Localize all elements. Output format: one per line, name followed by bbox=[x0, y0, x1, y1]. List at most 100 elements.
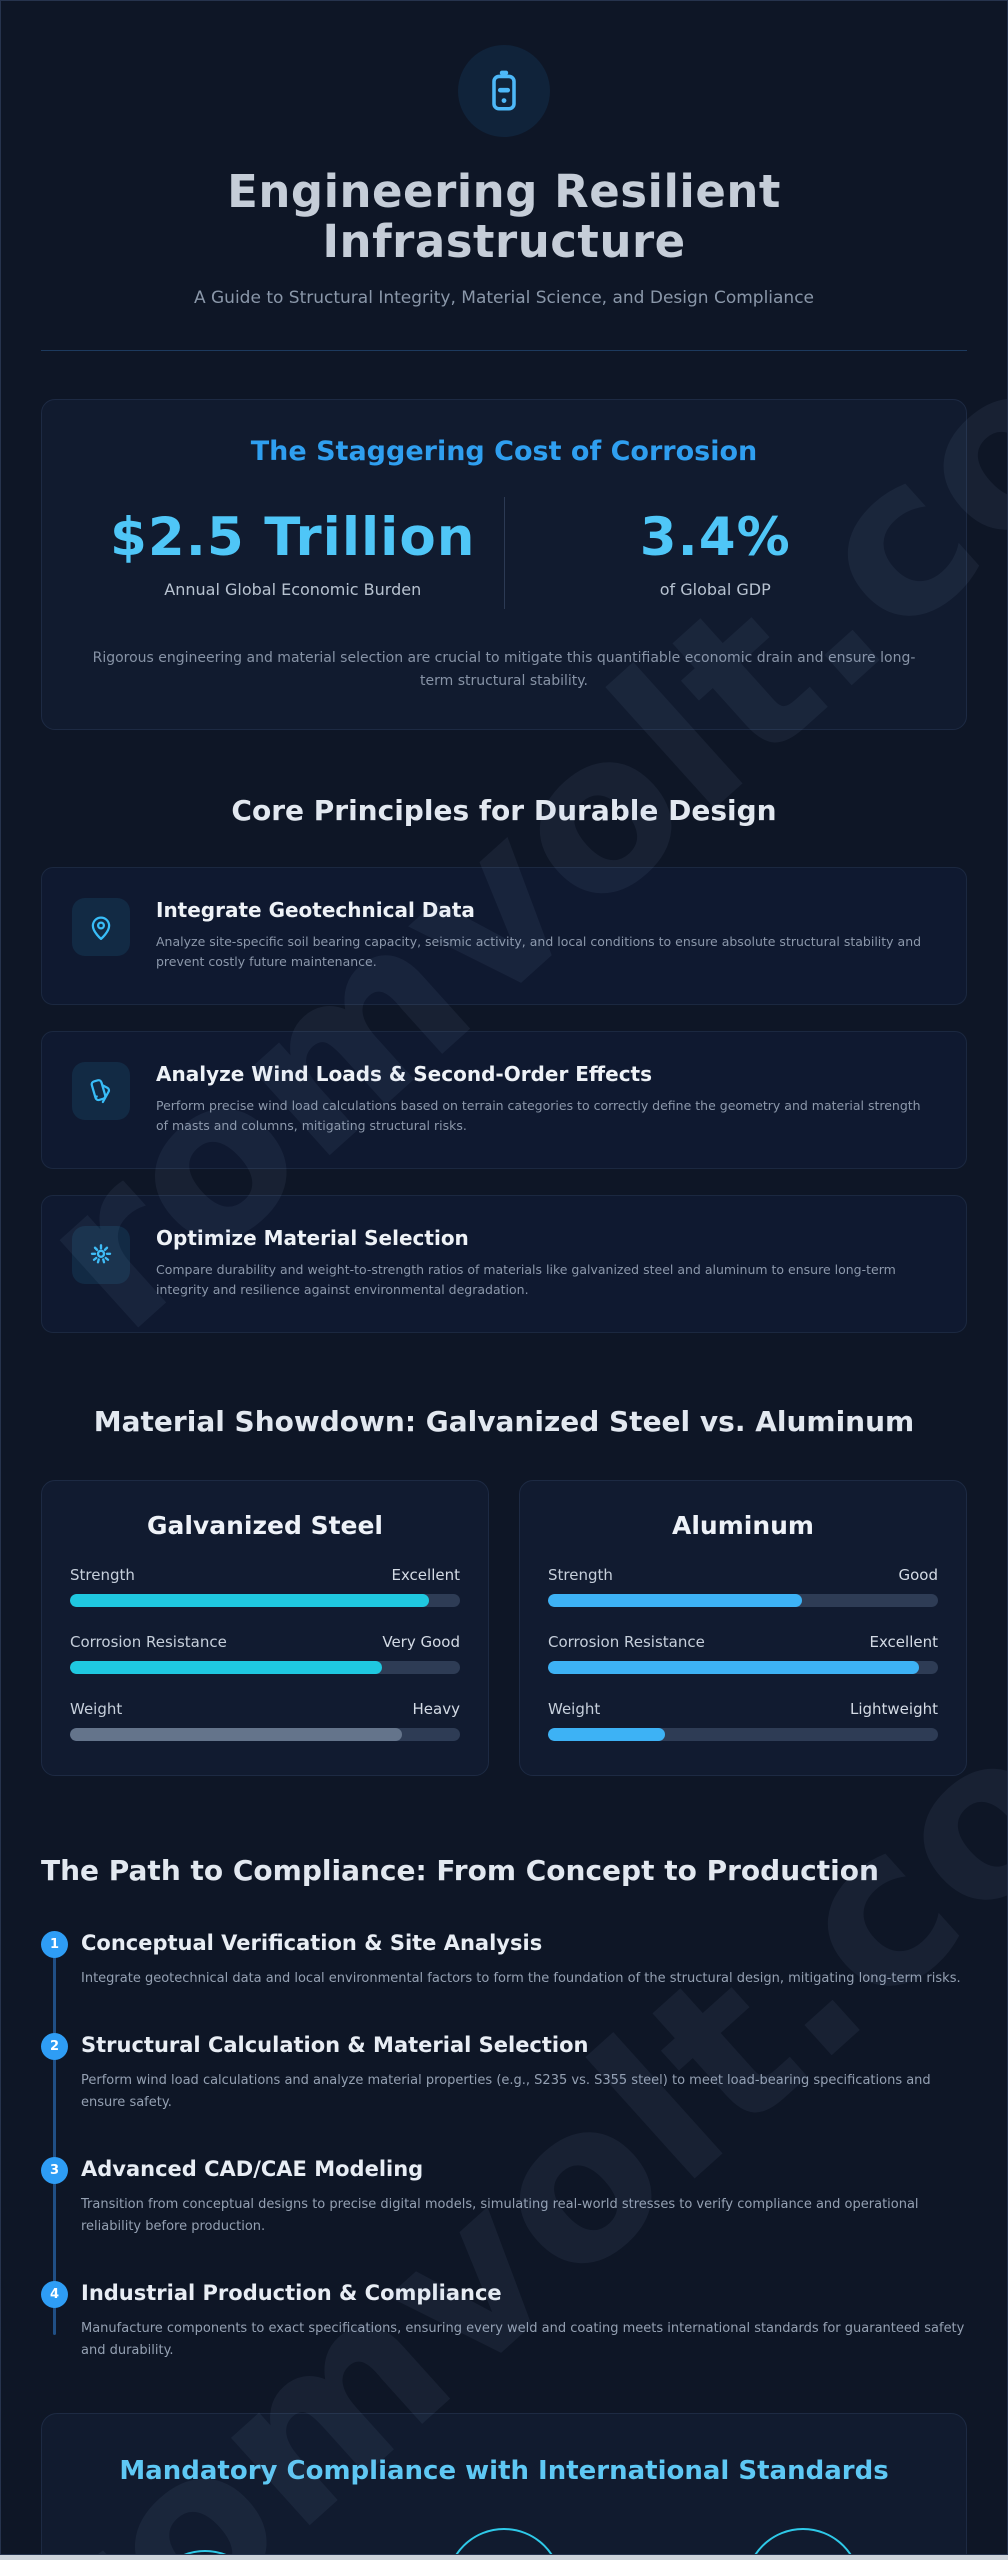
principle-card-text: Optimize Material Selection Compare dura… bbox=[156, 1226, 936, 1300]
step-title: Structural Calculation & Material Select… bbox=[81, 2033, 589, 2058]
swatches-icon bbox=[72, 1061, 130, 1120]
progress-bar bbox=[70, 1727, 460, 1741]
process-section-title: The Path to Compliance: From Concept to … bbox=[41, 1853, 879, 1887]
standards-section-title: Mandatory Compliance with International … bbox=[119, 2456, 889, 2487]
step-number-badge: 1 bbox=[41, 1930, 68, 1958]
metric-rating: Heavy bbox=[412, 1699, 460, 1718]
rays-gear-icon bbox=[72, 1225, 130, 1284]
metric-weight: Weight Heavy bbox=[70, 1700, 460, 1741]
principle-title: Analyze Wind Loads & Second-Order Effect… bbox=[156, 1061, 653, 1086]
progress-bar bbox=[70, 1660, 460, 1674]
metric-strength: Strength Good bbox=[548, 1566, 938, 1607]
stat-label: Annual Global Economic Burden bbox=[164, 579, 422, 599]
metric-rating: Good bbox=[898, 1565, 939, 1584]
header: Engineering Resilient Infrastructure A G… bbox=[41, 1, 967, 351]
metric-label: Corrosion Resistance bbox=[70, 1632, 227, 1651]
progress-fill bbox=[70, 1727, 402, 1741]
metric-rating: Lightweight bbox=[849, 1699, 938, 1718]
stat-value: $2.5 Trillion bbox=[110, 506, 476, 568]
standard-badge-circle: EN 40 bbox=[147, 2550, 264, 2554]
metric-label: Weight bbox=[548, 1699, 601, 1718]
process-step-3: 3 Advanced CAD/CAE Modeling Transition f… bbox=[41, 2157, 967, 2237]
core-principles-section: Core Principles for Durable Design Integ… bbox=[41, 794, 967, 1333]
page-subtitle: A Guide to Structural Integrity, Materia… bbox=[193, 287, 815, 308]
materials-section-title: Material Showdown: Galvanized Steel vs. … bbox=[93, 1404, 915, 1438]
stat-label: of Global GDP bbox=[659, 579, 771, 599]
step-description: Manufacture components to exact specific… bbox=[81, 2321, 965, 2358]
metric-corrosion-resistance: Corrosion Resistance Excellent bbox=[548, 1633, 938, 1674]
map-pin-icon bbox=[72, 897, 130, 956]
step-description: Perform wind load calculations and analy… bbox=[81, 2073, 931, 2110]
process-steps: 1 Conceptual Verification & Site Analysi… bbox=[41, 1930, 967, 2361]
process-step-4: 4 Industrial Production & Compliance Man… bbox=[41, 2281, 967, 2361]
principle-card-wind-loads: Analyze Wind Loads & Second-Order Effect… bbox=[41, 1030, 967, 1169]
material-card-title: Aluminum bbox=[672, 1510, 814, 1540]
page-title: Engineering Resilient Infrastructure bbox=[41, 165, 967, 269]
material-card-title: Galvanized Steel bbox=[146, 1510, 384, 1540]
step-number-badge: 4 bbox=[41, 2281, 68, 2309]
metric-label: Weight bbox=[70, 1699, 123, 1718]
metric-strength: Strength Excellent bbox=[70, 1566, 460, 1607]
progress-bar bbox=[548, 1727, 938, 1741]
step-title: Conceptual Verification & Site Analysis bbox=[81, 1930, 543, 1955]
step-number-badge: 2 bbox=[41, 2033, 68, 2061]
step-title: Industrial Production & Compliance bbox=[81, 2281, 502, 2306]
principle-card-text: Analyze Wind Loads & Second-Order Effect… bbox=[156, 1062, 936, 1136]
principle-description: Analyze site-specific soil bearing capac… bbox=[156, 933, 922, 969]
process-step-1: 1 Conceptual Verification & Site Analysi… bbox=[41, 1930, 967, 1989]
cost-of-corrosion-card: The Staggering Cost of Corrosion $2.5 Tr… bbox=[41, 398, 967, 730]
progress-fill bbox=[548, 1593, 802, 1607]
steps-connector-line bbox=[53, 1940, 56, 2336]
metric-rating: Very Good bbox=[382, 1632, 460, 1651]
metric-rating: Excellent bbox=[391, 1565, 460, 1584]
standard-badge-circle: EN 1993 bbox=[446, 2528, 562, 2554]
progress-bar bbox=[548, 1660, 938, 1674]
stat-divider bbox=[503, 496, 505, 609]
step-number-badge: 3 bbox=[41, 2157, 68, 2185]
page-title-line2: Infrastructure bbox=[322, 215, 686, 269]
progress-bar bbox=[70, 1593, 460, 1607]
metric-label: Strength bbox=[548, 1565, 613, 1584]
process-step-2: 2 Structural Calculation & Material Sele… bbox=[41, 2033, 967, 2113]
path-to-compliance-section: The Path to Compliance: From Concept to … bbox=[41, 1854, 967, 2361]
metric-weight: Weight Lightweight bbox=[548, 1700, 938, 1741]
stat-economic-burden: $2.5 Trillion Annual Global Economic Bur… bbox=[82, 507, 504, 599]
materials-cards-row: Galvanized Steel Strength Excellent Corr… bbox=[41, 1479, 967, 1776]
standard-badge-circle: CE bbox=[744, 2528, 861, 2554]
metric-rating: Excellent bbox=[869, 1632, 938, 1651]
material-card-galvanized-steel: Galvanized Steel Strength Excellent Corr… bbox=[41, 1479, 489, 1776]
principle-card-geotechnical: Integrate Geotechnical Data Analyze site… bbox=[41, 866, 967, 1005]
progress-fill bbox=[70, 1593, 429, 1607]
progress-bar bbox=[548, 1593, 938, 1607]
progress-fill bbox=[70, 1660, 382, 1674]
stats-row: $2.5 Trillion Annual Global Economic Bur… bbox=[82, 496, 926, 609]
principle-title: Integrate Geotechnical Data bbox=[156, 897, 475, 922]
step-description: Integrate geotechnical data and local en… bbox=[81, 1970, 961, 1986]
stat-value: 3.4% bbox=[639, 506, 791, 568]
page-title-line1: Engineering Resilient bbox=[227, 165, 781, 218]
principle-card-material-selection: Optimize Material Selection Compare dura… bbox=[41, 1194, 967, 1333]
standards-card: Mandatory Compliance with International … bbox=[41, 2413, 967, 2554]
standards-row: EN 40 Lighting Columns Dictates permissi… bbox=[68, 2528, 940, 2554]
header-divider bbox=[41, 349, 967, 351]
principle-title: Optimize Material Selection bbox=[156, 1225, 469, 1250]
metric-label: Corrosion Resistance bbox=[548, 1632, 705, 1651]
principle-card-text: Integrate Geotechnical Data Analyze site… bbox=[156, 898, 936, 972]
standard-en40: EN 40 Lighting Columns Dictates permissi… bbox=[68, 2528, 343, 2554]
metric-label: Strength bbox=[70, 1565, 135, 1584]
material-showdown-section: Material Showdown: Galvanized Steel vs. … bbox=[41, 1405, 967, 1776]
material-card-aluminum: Aluminum Strength Good Corrosion Resista… bbox=[519, 1479, 967, 1776]
step-title: Advanced CAD/CAE Modeling bbox=[81, 2157, 424, 2182]
battery-icon bbox=[458, 45, 550, 137]
standard-ce: CE CE Marking Signals compliance with al… bbox=[665, 2528, 940, 2554]
step-description: Transition from conceptual designs to pr… bbox=[81, 2197, 919, 2234]
cost-card-title: The Staggering Cost of Corrosion bbox=[250, 435, 758, 467]
principle-description: Perform precise wind load calculations b… bbox=[156, 1097, 921, 1133]
standard-en1993: EN 1993 Eurocode 3 Comprehensive framewo… bbox=[367, 2528, 642, 2554]
metric-corrosion-resistance: Corrosion Resistance Very Good bbox=[70, 1633, 460, 1674]
progress-fill bbox=[548, 1727, 665, 1741]
cost-card-description: Rigorous engineering and material select… bbox=[92, 649, 916, 689]
principles-section-title: Core Principles for Durable Design bbox=[231, 793, 777, 827]
progress-fill bbox=[548, 1660, 919, 1674]
